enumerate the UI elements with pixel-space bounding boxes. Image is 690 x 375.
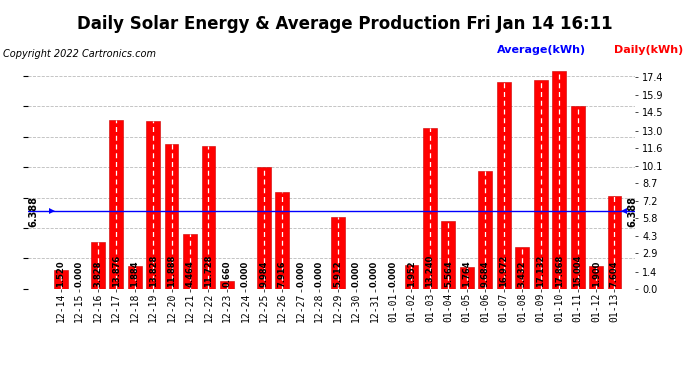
Text: 5.564: 5.564 xyxy=(444,260,453,287)
Text: 4.464: 4.464 xyxy=(186,260,195,287)
Text: 7.916: 7.916 xyxy=(278,260,287,287)
Text: Daily(kWh): Daily(kWh) xyxy=(614,45,683,55)
Text: 0.000: 0.000 xyxy=(75,261,83,287)
Text: 9.684: 9.684 xyxy=(481,260,490,287)
Text: 17.132: 17.132 xyxy=(536,255,545,287)
Bar xyxy=(183,234,197,289)
Bar xyxy=(478,171,492,289)
Bar xyxy=(91,242,105,289)
Bar xyxy=(146,121,160,289)
Text: 6.388: 6.388 xyxy=(627,195,638,226)
Bar xyxy=(515,247,529,289)
Bar xyxy=(220,281,234,289)
Text: 0.000: 0.000 xyxy=(388,261,397,287)
Bar xyxy=(497,82,511,289)
Text: 15.004: 15.004 xyxy=(573,255,582,287)
Text: 0.000: 0.000 xyxy=(296,261,305,287)
Text: 9.984: 9.984 xyxy=(259,261,268,287)
Text: 1.520: 1.520 xyxy=(57,260,66,287)
Bar xyxy=(275,192,289,289)
Text: 0.000: 0.000 xyxy=(315,261,324,287)
Text: 17.868: 17.868 xyxy=(555,255,564,287)
Text: 13.828: 13.828 xyxy=(148,255,157,287)
Bar xyxy=(608,196,622,289)
Bar xyxy=(257,167,270,289)
Bar xyxy=(404,265,418,289)
Text: 13.240: 13.240 xyxy=(426,255,435,287)
Bar xyxy=(571,106,584,289)
Text: Copyright 2022 Cartronics.com: Copyright 2022 Cartronics.com xyxy=(3,49,157,59)
Bar xyxy=(128,266,141,289)
Text: Average(kWh): Average(kWh) xyxy=(497,45,586,55)
Bar xyxy=(109,120,123,289)
Bar xyxy=(460,267,474,289)
Bar xyxy=(54,270,68,289)
Text: 11.888: 11.888 xyxy=(167,255,176,287)
Text: 5.912: 5.912 xyxy=(333,260,342,287)
Text: 0.000: 0.000 xyxy=(241,261,250,287)
Text: 3.828: 3.828 xyxy=(93,261,102,287)
Text: 11.728: 11.728 xyxy=(204,255,213,287)
Text: 0.000: 0.000 xyxy=(352,261,361,287)
Text: 1.884: 1.884 xyxy=(130,260,139,287)
Bar xyxy=(331,217,344,289)
Text: 1.952: 1.952 xyxy=(407,260,416,287)
Bar xyxy=(423,128,437,289)
Text: 0.000: 0.000 xyxy=(370,261,379,287)
Text: 13.876: 13.876 xyxy=(112,255,121,287)
Bar xyxy=(201,146,215,289)
Text: 1.900: 1.900 xyxy=(591,261,600,287)
Text: Daily Solar Energy & Average Production Fri Jan 14 16:11: Daily Solar Energy & Average Production … xyxy=(77,15,613,33)
Bar xyxy=(589,266,603,289)
Text: 7.604: 7.604 xyxy=(610,260,619,287)
Bar xyxy=(552,71,566,289)
Bar xyxy=(534,80,548,289)
Bar xyxy=(165,144,179,289)
Text: 3.432: 3.432 xyxy=(518,260,526,287)
Bar xyxy=(442,221,455,289)
Text: 1.764: 1.764 xyxy=(462,260,471,287)
Text: 0.660: 0.660 xyxy=(222,260,231,287)
Text: 16.972: 16.972 xyxy=(500,255,509,287)
Text: 6.388: 6.388 xyxy=(28,195,38,226)
